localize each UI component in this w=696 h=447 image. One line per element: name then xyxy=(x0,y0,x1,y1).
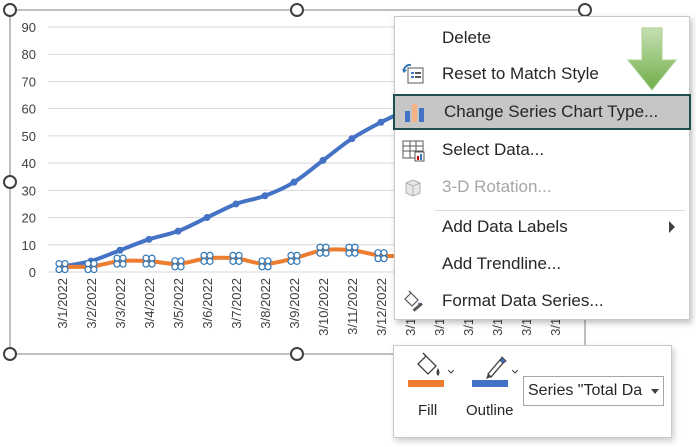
resize-handle[interactable] xyxy=(3,3,17,17)
data-point[interactable] xyxy=(232,200,240,208)
submenu-arrow-icon xyxy=(669,221,675,233)
select-data-icon xyxy=(401,138,425,162)
chart-type-icon xyxy=(403,100,427,124)
fill-button[interactable]: Fill xyxy=(408,352,454,432)
selection-handle[interactable] xyxy=(374,249,388,263)
series-line[interactable] xyxy=(60,106,412,269)
down-arrow-icon xyxy=(626,27,678,91)
data-point[interactable] xyxy=(203,214,211,222)
menu-item-add-trendline[interactable]: Add Trendline... xyxy=(395,246,689,282)
y-tick-label: 90 xyxy=(22,20,36,35)
outline-button[interactable]: Outline xyxy=(466,352,518,432)
selection-handle[interactable] xyxy=(345,243,359,257)
x-tick-label: 3/6/2022 xyxy=(200,278,215,329)
y-tick-label: 60 xyxy=(22,102,36,117)
outline-label: Outline xyxy=(466,402,514,419)
x-tick-label: 3/1/2022 xyxy=(55,278,70,329)
menu-item-label: Select Data... xyxy=(442,140,545,159)
paint-bucket-icon xyxy=(408,352,454,387)
menu-item-label: Reset to Match Style xyxy=(442,64,599,83)
menu-separator xyxy=(435,210,685,211)
y-tick-label: 0 xyxy=(29,265,36,280)
menu-item-delete[interactable]: Delete xyxy=(395,20,689,56)
data-point[interactable] xyxy=(377,118,385,126)
y-tick-label: 20 xyxy=(22,211,36,226)
selection-handle[interactable] xyxy=(200,251,214,265)
selection-handle[interactable] xyxy=(171,257,185,271)
data-point[interactable] xyxy=(174,227,182,235)
x-tick-label: 3/2/2022 xyxy=(84,278,99,329)
selection-handle[interactable] xyxy=(316,243,330,257)
y-tick-label: 10 xyxy=(22,238,36,253)
menu-item-label: Add Trendline... xyxy=(442,254,562,273)
pen-outline-icon xyxy=(472,356,518,387)
x-tick-label: 3/4/2022 xyxy=(142,278,157,329)
selection-handle[interactable] xyxy=(287,251,301,265)
y-tick-label: 80 xyxy=(22,47,36,62)
menu-item-label: Format Data Series... xyxy=(442,291,604,310)
fill-label: Fill xyxy=(418,402,438,419)
data-point[interactable] xyxy=(319,156,327,164)
menu-item-add-data-labels[interactable]: Add Data Labels xyxy=(395,209,689,245)
selection-handle[interactable] xyxy=(84,259,98,274)
menu-item-reset-to-match-style[interactable]: Reset to Match Style xyxy=(395,56,689,92)
data-point[interactable] xyxy=(116,246,124,254)
3d-rotation-icon xyxy=(401,175,425,199)
series-select-value: Series "Total Da xyxy=(528,382,643,399)
menu-item-label: Delete xyxy=(442,28,492,47)
resize-handle[interactable] xyxy=(3,347,17,361)
data-point[interactable] xyxy=(261,192,269,200)
data-point[interactable] xyxy=(348,135,356,143)
y-tick-label: 30 xyxy=(22,183,36,198)
menu-item-label: 3-D Rotation... xyxy=(442,177,552,196)
reset-style-icon xyxy=(401,62,425,86)
data-point[interactable] xyxy=(290,178,298,186)
y-axis-ticks: 0 10 20 30 40 50 60 70 80 90 xyxy=(22,20,36,280)
series-layer[interactable] xyxy=(55,105,417,274)
series-line[interactable] xyxy=(60,247,412,269)
selection-handle[interactable] xyxy=(55,259,69,274)
x-tick-label: 3/12/2022 xyxy=(374,278,389,336)
selection-handle[interactable] xyxy=(113,254,127,268)
menu-item-change-series-chart-type[interactable]: Change Series Chart Type... xyxy=(393,94,691,130)
x-tick-label: 3/9/2022 xyxy=(287,278,302,329)
selection-handle[interactable] xyxy=(229,251,243,265)
menu-item-label: Change Series Chart Type... xyxy=(444,102,659,121)
selection-handle[interactable] xyxy=(142,254,156,268)
x-tick-label: 3/11/2022 xyxy=(345,278,360,335)
resize-handle[interactable] xyxy=(290,3,304,17)
x-tick-label: 3/8/2022 xyxy=(258,278,273,329)
x-tick-label: 3/7/2022 xyxy=(229,278,244,329)
x-tick-label: 3/3/2022 xyxy=(113,278,128,329)
format-series-icon xyxy=(401,289,425,313)
menu-item-select-data[interactable]: Select Data... xyxy=(395,132,689,168)
data-point[interactable] xyxy=(145,235,153,243)
menu-item-format-data-series[interactable]: Format Data Series... xyxy=(395,283,689,319)
x-tick-label: 3/10/2022 xyxy=(316,278,331,336)
resize-handle[interactable] xyxy=(578,3,592,17)
y-tick-label: 40 xyxy=(22,156,36,171)
mini-toolbar: Fill Outline Series "Total Da xyxy=(393,345,672,438)
chevron-down-icon xyxy=(647,377,663,405)
selection-handle[interactable] xyxy=(258,257,272,271)
menu-item-label: Add Data Labels xyxy=(442,217,568,236)
menu-item-3d-rotation[interactable]: 3-D Rotation... xyxy=(395,169,689,205)
y-tick-label: 50 xyxy=(22,129,36,144)
x-tick-label: 3/5/2022 xyxy=(171,278,186,329)
resize-handle[interactable] xyxy=(3,175,17,189)
y-tick-label: 70 xyxy=(22,74,36,89)
series-select-dropdown[interactable]: Series "Total Da xyxy=(523,376,664,406)
resize-handle[interactable] xyxy=(290,347,304,361)
